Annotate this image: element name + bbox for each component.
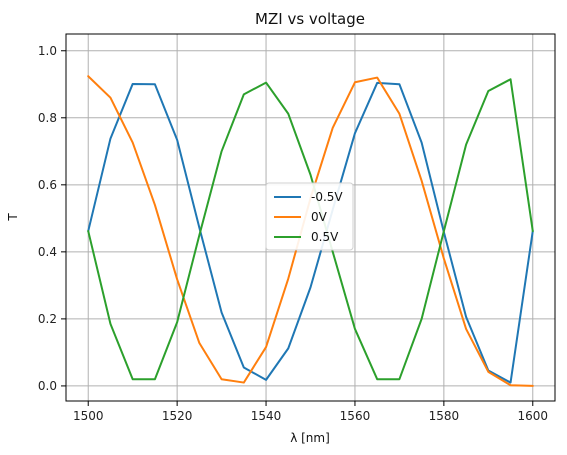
series-1-point-19 xyxy=(510,385,511,386)
x-tick-label-2: 1540 xyxy=(251,409,282,423)
x-tick-label-1: 1520 xyxy=(162,409,193,423)
y-tick-label-4: 0.8 xyxy=(38,111,57,125)
series-2-point-10 xyxy=(310,174,311,175)
series-1-point-18 xyxy=(488,371,489,372)
series-1-point-0 xyxy=(88,76,89,77)
series-0-point-3 xyxy=(154,84,155,85)
chart-title: MZI vs voltage xyxy=(255,10,365,28)
series-1-point-15 xyxy=(421,180,422,181)
legend-label-0: -0.5V xyxy=(311,190,343,204)
series-0-point-7 xyxy=(243,367,244,368)
series-1-point-2 xyxy=(132,142,133,143)
series-2-point-13 xyxy=(377,379,378,380)
series-line-0 xyxy=(87,81,534,384)
series-2-point-12 xyxy=(354,328,355,329)
series-2-point-5 xyxy=(199,234,200,235)
series-1-point-6 xyxy=(221,379,222,380)
series-0-point-2 xyxy=(132,83,133,84)
series-0-point-12 xyxy=(354,133,355,134)
series-2-point-7 xyxy=(243,94,244,95)
legend-label-1: 0V xyxy=(311,210,328,224)
legend-box xyxy=(265,182,354,251)
series-0-point-8 xyxy=(265,379,266,380)
series-2-point-1 xyxy=(110,323,111,324)
series-0-point-15 xyxy=(421,142,422,143)
series-0-point-13 xyxy=(377,82,378,83)
series-0-point-1 xyxy=(110,138,111,139)
series-2-point-3 xyxy=(154,379,155,380)
series-1-point-13 xyxy=(377,77,378,78)
series-1-point-20 xyxy=(532,385,533,386)
series-1-point-9 xyxy=(288,278,289,279)
x-tick-label-4: 1580 xyxy=(429,409,460,423)
series-2-point-4 xyxy=(177,322,178,323)
series-1-point-17 xyxy=(465,328,466,329)
series-2-point-16 xyxy=(443,230,444,231)
legend: -0.5V 0V 0.5V xyxy=(265,182,354,251)
y-tick-label-5: 1.0 xyxy=(38,44,57,58)
series-1-point-4 xyxy=(177,279,178,280)
x-tick-label-3: 1560 xyxy=(340,409,371,423)
series-2-point-2 xyxy=(132,379,133,380)
series-0-point-6 xyxy=(221,312,222,313)
series-1-point-16 xyxy=(443,258,444,259)
legend-label-2: 0.5V xyxy=(311,230,339,244)
series-1-point-5 xyxy=(199,342,200,343)
x-tick-label-5: 1600 xyxy=(517,409,548,423)
series-0-point-17 xyxy=(465,316,466,317)
x-tick-label-0: 1500 xyxy=(73,409,104,423)
y-tick-label-2: 0.4 xyxy=(38,245,57,259)
series-0-point-14 xyxy=(399,84,400,85)
y-tick-label-3: 0.6 xyxy=(38,178,57,192)
series-2-point-20 xyxy=(532,230,533,231)
series-1-point-8 xyxy=(265,346,266,347)
series-1-point-12 xyxy=(354,82,355,83)
plot-frame xyxy=(65,33,556,402)
series-2-point-8 xyxy=(265,82,266,83)
series-0-point-5 xyxy=(199,227,200,228)
series-1-point-14 xyxy=(399,113,400,114)
series-2-point-14 xyxy=(399,379,400,380)
series-1-point-3 xyxy=(154,204,155,205)
axis-layer: 1500 1520 1540 1560 1580 1600 0.0 0.2 0.4 0.6 0.8 1… xyxy=(38,33,556,423)
series-0-point-19 xyxy=(510,382,511,383)
series-2-point-19 xyxy=(510,79,511,80)
series-2-point-9 xyxy=(288,113,289,114)
series-1-point-7 xyxy=(243,382,244,383)
x-axis-label: λ [nm] xyxy=(290,431,330,445)
series-2-point-18 xyxy=(488,90,489,91)
series-2-point-6 xyxy=(221,151,222,152)
series-1-point-11 xyxy=(332,127,333,128)
series-line-2 xyxy=(87,78,534,381)
series-0-point-9 xyxy=(288,348,289,349)
series-2-point-11 xyxy=(332,251,333,252)
series-0-point-4 xyxy=(177,139,178,140)
y-tick-label-0: 0.0 xyxy=(38,379,57,393)
series-2-point-17 xyxy=(465,144,466,145)
series-2-point-15 xyxy=(421,318,422,319)
series-1-point-1 xyxy=(110,97,111,98)
y-tick-label-1: 0.2 xyxy=(38,312,57,326)
series-0-point-10 xyxy=(310,287,311,288)
series-2-point-0 xyxy=(88,230,89,231)
y-axis-label: T xyxy=(6,213,20,222)
